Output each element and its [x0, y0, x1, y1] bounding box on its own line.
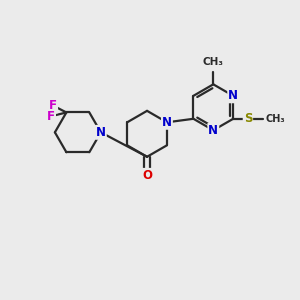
Text: CH₃: CH₃	[203, 57, 224, 67]
Text: N: N	[162, 116, 172, 129]
Text: N: N	[208, 124, 218, 137]
Text: O: O	[142, 169, 152, 182]
Text: F: F	[47, 110, 55, 123]
Text: N: N	[228, 89, 238, 102]
Text: CH₃: CH₃	[266, 114, 285, 124]
Text: S: S	[244, 112, 252, 125]
Text: F: F	[49, 100, 57, 112]
Text: N: N	[96, 126, 106, 139]
